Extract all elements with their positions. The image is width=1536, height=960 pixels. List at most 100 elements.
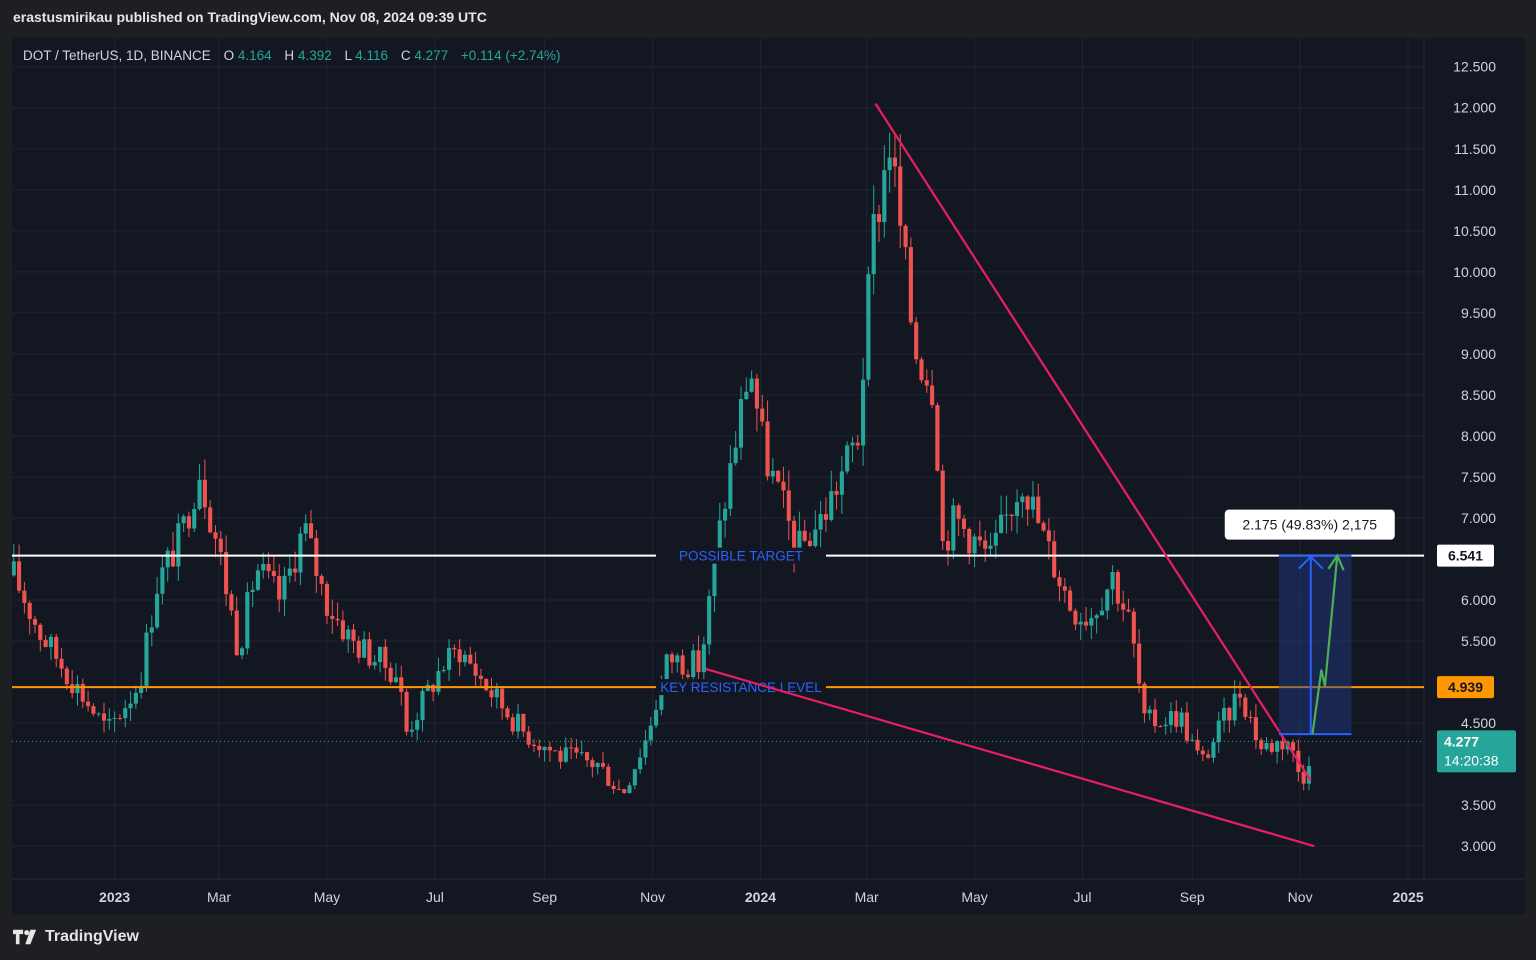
tradingview-logo[interactable]: TradingView bbox=[13, 928, 139, 946]
chart-area[interactable]: POSSIBLE TARGET KEY RESISTANCE LEVEL 2.17… bbox=[12, 38, 1525, 914]
time-axis[interactable]: 2023 Mar May Jul Sep Nov 2024 Mar May Jul Sep Nov 20… bbox=[99, 889, 1424, 905]
candle-body bbox=[882, 170, 887, 223]
candle-body bbox=[133, 692, 138, 704]
candle-body bbox=[1195, 739, 1200, 751]
candle-body bbox=[266, 563, 271, 571]
candle-body bbox=[1073, 610, 1078, 625]
candle-body bbox=[388, 667, 393, 683]
candle-body bbox=[723, 508, 728, 521]
price-tick-label: 6.000 bbox=[1461, 592, 1496, 608]
publisher-header: erastusmirikau published on TradingView.… bbox=[13, 9, 487, 25]
candle-body bbox=[213, 532, 218, 539]
measure-arrow-head bbox=[1298, 555, 1324, 570]
candle-body bbox=[850, 442, 855, 446]
candle-body bbox=[202, 479, 207, 508]
candle-body bbox=[107, 718, 112, 721]
price-tick-label: 8.500 bbox=[1461, 387, 1496, 403]
candle-body bbox=[351, 629, 356, 641]
candle-body bbox=[1030, 496, 1036, 510]
measure-box bbox=[1278, 555, 1352, 735]
candle-body bbox=[393, 677, 399, 683]
candle-body bbox=[314, 538, 319, 576]
price-tick-label: 8.000 bbox=[1461, 428, 1496, 444]
candle-body bbox=[988, 545, 993, 549]
candle-body bbox=[999, 514, 1004, 533]
candle-body bbox=[468, 654, 473, 664]
candle-body bbox=[38, 624, 43, 640]
candle-body bbox=[1253, 717, 1258, 741]
candle-body bbox=[436, 671, 441, 692]
candle-body bbox=[1036, 496, 1041, 523]
candle-body bbox=[144, 632, 149, 686]
candle-body bbox=[75, 683, 80, 694]
candle-body bbox=[1014, 502, 1020, 517]
candle-body bbox=[32, 618, 38, 625]
price-tick-label: 12.500 bbox=[1453, 59, 1496, 75]
trendline bbox=[874, 103, 1312, 782]
candle-body bbox=[250, 589, 255, 592]
candle-body bbox=[871, 214, 876, 275]
candle-body bbox=[664, 654, 669, 681]
candle-body bbox=[298, 533, 303, 573]
candle-body bbox=[1115, 572, 1120, 604]
candle-body bbox=[967, 528, 972, 554]
candle-body bbox=[802, 530, 807, 541]
candle-body bbox=[845, 445, 850, 472]
candle-body bbox=[181, 516, 186, 524]
price-tick-label: 10.500 bbox=[1453, 223, 1496, 239]
candle-body bbox=[229, 594, 234, 611]
candle-body bbox=[43, 639, 48, 647]
candle-body bbox=[1227, 707, 1232, 721]
candle-body bbox=[786, 490, 791, 521]
candle-body bbox=[128, 703, 133, 709]
candle-body bbox=[611, 785, 616, 789]
candle-body bbox=[1200, 750, 1205, 755]
candle-body bbox=[983, 540, 988, 549]
candle-body bbox=[91, 706, 96, 714]
level-label-backdrop bbox=[656, 547, 827, 564]
candle-body bbox=[1306, 766, 1312, 784]
price-chart[interactable]: POSSIBLE TARGET KEY RESISTANCE LEVEL 2.17… bbox=[12, 38, 1525, 914]
candle-body bbox=[1179, 712, 1184, 727]
high-label: H bbox=[284, 48, 294, 63]
open-label: O bbox=[224, 48, 235, 63]
candle-body bbox=[866, 274, 871, 380]
candle-body bbox=[1089, 618, 1094, 626]
candle-body bbox=[770, 470, 775, 477]
candle-body bbox=[197, 479, 202, 509]
drawings-layer[interactable]: 2.175 (49.83%) 2,175 bbox=[12, 103, 1424, 848]
candle-body bbox=[362, 639, 367, 658]
candle-body bbox=[271, 570, 276, 577]
candle-body bbox=[818, 514, 823, 530]
candle-body bbox=[632, 769, 637, 786]
candle-body bbox=[707, 596, 712, 645]
candle-body bbox=[462, 654, 468, 663]
price-tick-label: 12.000 bbox=[1453, 100, 1496, 116]
candle-body bbox=[972, 536, 977, 554]
candle-body bbox=[1142, 683, 1147, 714]
candle-body bbox=[96, 713, 101, 715]
candle-body bbox=[1131, 611, 1136, 644]
candle-body bbox=[1259, 740, 1264, 750]
candle-body bbox=[765, 421, 770, 477]
candle-body bbox=[1009, 514, 1014, 517]
candle-body bbox=[1126, 609, 1131, 612]
candle-body bbox=[935, 405, 940, 471]
candle-body bbox=[324, 583, 330, 616]
candle-body bbox=[961, 518, 967, 529]
candle-body bbox=[940, 470, 945, 542]
price-axis[interactable]: 12.500 12.000 11.500 11.000 10.500 10.000 9.50… bbox=[1437, 59, 1516, 854]
candle-body bbox=[749, 378, 754, 392]
tradingview-logo-icon bbox=[13, 929, 37, 945]
candle-body bbox=[415, 720, 420, 730]
candle-body bbox=[574, 747, 579, 753]
candle-body bbox=[1301, 771, 1306, 784]
candle-body bbox=[208, 507, 213, 533]
candle-body bbox=[813, 529, 818, 546]
time-tick-label: Sep bbox=[532, 889, 557, 905]
candle-body bbox=[537, 745, 542, 751]
close-label: C bbox=[401, 48, 411, 63]
level-price-tag bbox=[1437, 676, 1494, 699]
candle-body bbox=[457, 649, 462, 663]
